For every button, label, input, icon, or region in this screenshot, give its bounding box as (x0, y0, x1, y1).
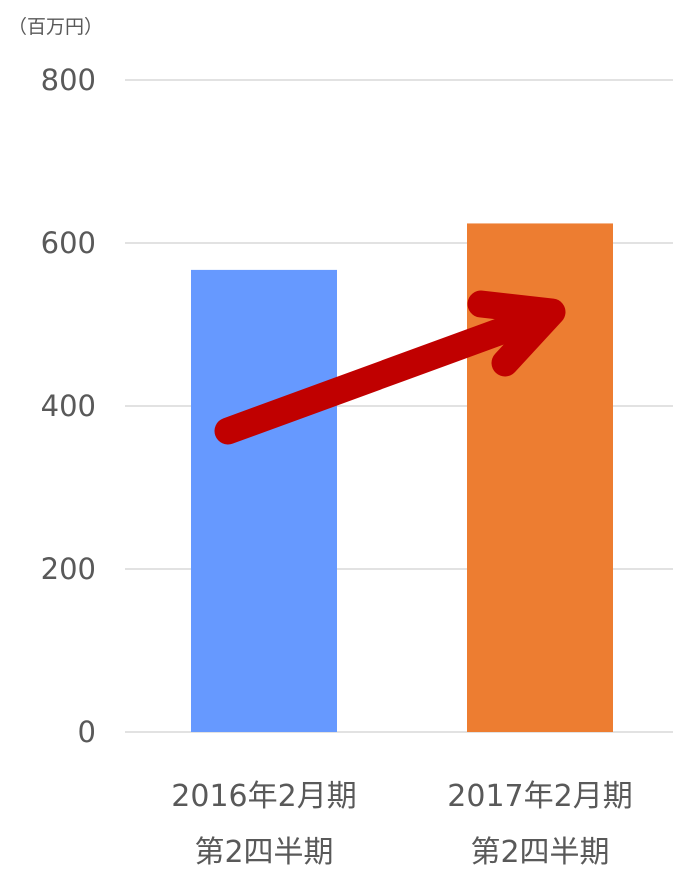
arrow-shaft (214, 300, 562, 445)
x-category-label: 第2四半期 (194, 835, 333, 869)
y-axis-ticks: 0 200 400 600 800 (41, 63, 96, 749)
x-category-label: 2017年2月期 (447, 779, 632, 814)
y-tick-label: 600 (41, 226, 96, 260)
x-category-label: 2016年2月期 (171, 779, 356, 814)
y-tick-label: 400 (41, 389, 96, 423)
arrow-head (467, 290, 566, 377)
bar (191, 269, 337, 732)
x-category-label: 第2四半期 (470, 835, 609, 869)
y-tick-label: 800 (41, 63, 96, 97)
trend-arrow (214, 290, 566, 445)
y-unit-label: （百万円） (8, 16, 103, 38)
y-tick-label: 200 (41, 552, 96, 586)
y-tick-label: 0 (78, 715, 96, 749)
